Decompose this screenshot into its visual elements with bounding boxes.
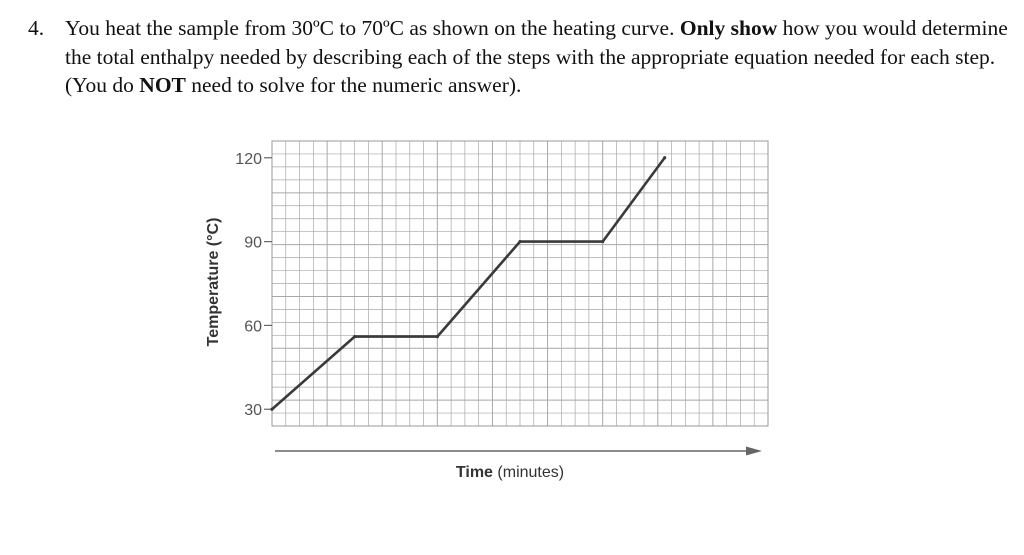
heating-curve-point (353, 334, 357, 339)
x-axis-label: Time (minutes) (456, 464, 564, 481)
y-tick-label: 60 (244, 318, 262, 335)
question-bold-only-show: Only show (679, 16, 778, 40)
question-text-part-2: how you would determine the total enthal… (65, 16, 1008, 97)
y-tick-label: 120 (235, 151, 262, 168)
y-axis-label: Temperature (°C) (205, 218, 222, 347)
plot-frame (271, 140, 769, 427)
y-tick-label: 90 (244, 235, 262, 252)
heating-curve-line (271, 156, 666, 411)
question-text: You heat the sample from 30ºC to 70ºC as… (65, 14, 1008, 100)
question-text-part-3: need to solve for the numeric answer). (185, 73, 522, 97)
time-arrow-head (746, 446, 762, 456)
heating-curve-point (270, 407, 274, 411)
question-bold-not: NOT (139, 73, 186, 97)
chart-grid (271, 140, 769, 427)
y-axis-ticks: 120 90 60 30 (235, 151, 272, 419)
heating-curve-point (518, 239, 522, 244)
chart-series (270, 156, 667, 411)
question-number: 4. (28, 16, 45, 40)
heating-curve-point (435, 334, 439, 339)
question-text-part-1: You heat the sample from 30ºC to 70ºC as… (65, 16, 680, 40)
question: 4. You heat the sample from 30ºC to 70ºC… (28, 14, 1008, 100)
heating-curve-point (601, 239, 605, 244)
y-tick-label: 30 (244, 402, 262, 419)
x-axis-label-bold: Time (456, 464, 493, 481)
x-axis-label-unit: (minutes) (497, 464, 564, 481)
heating-curve-point (663, 156, 667, 160)
